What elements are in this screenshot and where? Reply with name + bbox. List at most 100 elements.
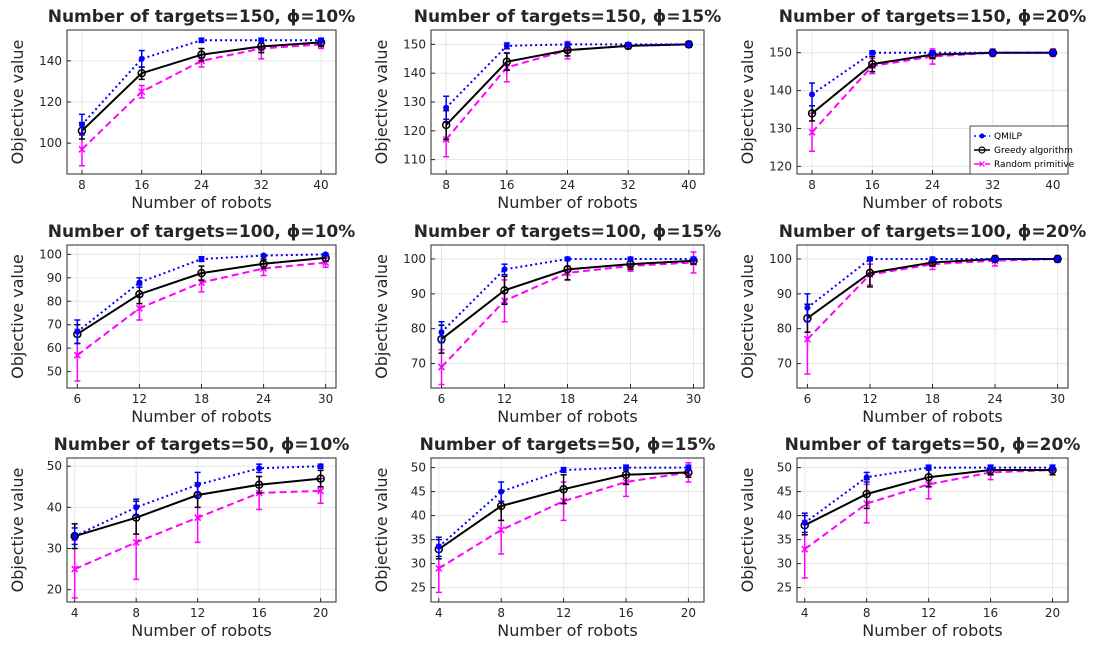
data-point: [74, 328, 81, 335]
data-point: [501, 266, 508, 273]
data-point: [809, 91, 816, 98]
y-tick-label: 50: [411, 461, 426, 475]
y-tick-label: 30: [777, 557, 792, 571]
chart-panel-4: 6 12 18 24 30 50 60 70 80 90 100 Number of targets=…: [8, 222, 355, 426]
y-axis-label: Objective value: [738, 254, 757, 379]
y-tick-label: 30: [47, 542, 62, 556]
x-axis-label: Number of robots: [862, 193, 1002, 212]
x-axis-label: Number of robots: [497, 621, 637, 640]
y-tick-label: 25: [411, 581, 426, 595]
y-tick-label: 100: [769, 252, 792, 266]
chart-title: Number of targets=50, ϕ=10%: [54, 435, 350, 455]
data-point: [137, 68, 146, 78]
x-tick-label: 8: [132, 606, 140, 620]
data-point: [989, 49, 996, 56]
data-point: [435, 543, 442, 550]
data-point: [500, 286, 509, 295]
data-point: [862, 489, 871, 499]
y-tick-label: 50: [777, 461, 792, 475]
y-tick-label: 35: [777, 533, 792, 547]
data-point: [1049, 49, 1056, 56]
data-point: [866, 255, 873, 262]
data-point: [685, 41, 692, 48]
x-tick-label: 30: [318, 392, 333, 406]
data-point: [71, 533, 78, 540]
data-point: [317, 463, 324, 470]
legend-label: QMILP: [994, 132, 1023, 142]
x-axis-label: Number of robots: [497, 193, 637, 212]
data-point: [801, 519, 808, 526]
data-point: [563, 265, 572, 274]
data-point: [260, 252, 267, 259]
data-point: [929, 255, 936, 262]
data-point: [435, 564, 443, 572]
chart-title: Number of targets=100, ϕ=15%: [414, 222, 722, 242]
x-tick-label: 40: [681, 178, 696, 192]
series-line-random-primitive: [81, 43, 322, 151]
x-tick-label: 12: [862, 392, 877, 406]
data-point: [259, 259, 268, 269]
chart-title: Number of targets=150, ϕ=20%: [779, 7, 1087, 27]
data-point: [256, 465, 263, 472]
chart-panel-1: 8 16 24 32 40 100 120 140 Number of targets=150,…: [8, 7, 355, 212]
data-point: [441, 120, 451, 130]
data-point: [138, 55, 145, 62]
data-point: [564, 255, 571, 262]
x-tick-label: 16: [499, 178, 514, 192]
data-point: [925, 464, 932, 471]
y-tick-label: 120: [769, 159, 792, 173]
legend: QMILP Greedy algorithm Random primitive: [969, 125, 1075, 175]
series-line-qmilp: [440, 257, 694, 333]
data-point: [135, 304, 143, 312]
series-line-qmilp: [804, 466, 1053, 524]
data-point: [496, 501, 506, 511]
data-point: [559, 484, 568, 494]
chart-title: Number of targets=150, ϕ=15%: [414, 7, 722, 27]
x-tick-label: 20: [1045, 606, 1060, 620]
data-point: [807, 109, 817, 118]
x-tick-label: 18: [925, 392, 940, 406]
series-line-random-primitive: [806, 257, 1058, 340]
data-point: [73, 351, 81, 359]
x-tick-label: 12: [556, 606, 571, 620]
data-point: [198, 256, 205, 263]
data-point: [194, 514, 202, 522]
x-tick-label: 32: [621, 178, 636, 192]
x-tick-label: 8: [808, 178, 816, 192]
y-axis-label: Objective value: [372, 40, 391, 165]
data-point: [317, 487, 325, 495]
y-tick-label: 150: [403, 37, 426, 51]
y-tick-label: 80: [777, 322, 792, 336]
y-tick-label: 100: [39, 136, 62, 150]
y-tick-label: 150: [769, 46, 792, 60]
data-point: [138, 88, 146, 96]
plot-area-frame: [796, 457, 1069, 603]
series-line-qmilp: [438, 466, 689, 548]
x-axis-label: Number of robots: [131, 621, 271, 640]
y-tick-label: 20: [47, 583, 62, 597]
y-axis-label: Objective value: [372, 468, 391, 593]
x-tick-label: 8: [497, 606, 505, 620]
data-point: [868, 59, 877, 69]
y-axis-label: Objective value: [372, 254, 391, 379]
data-point: [924, 472, 933, 482]
series-line-qmilp: [74, 465, 321, 538]
x-tick-label: 40: [313, 178, 328, 192]
data-point: [497, 526, 505, 534]
x-tick-label: 32: [985, 178, 1000, 192]
legend-marker: [979, 133, 985, 139]
y-tick-label: 40: [411, 509, 426, 523]
data-point: [987, 464, 994, 471]
y-tick-label: 110: [403, 153, 426, 167]
data-point: [438, 329, 445, 336]
x-tick-label: 18: [560, 392, 575, 406]
data-point: [621, 470, 631, 480]
y-tick-label: 30: [411, 557, 426, 571]
y-tick-label: 90: [411, 287, 426, 301]
data-point: [133, 504, 140, 511]
x-tick-label: 12: [497, 392, 512, 406]
y-tick-label: 140: [769, 84, 792, 98]
data-point: [437, 363, 446, 371]
x-tick-label: 24: [560, 178, 575, 192]
x-tick-label: 16: [134, 178, 149, 192]
